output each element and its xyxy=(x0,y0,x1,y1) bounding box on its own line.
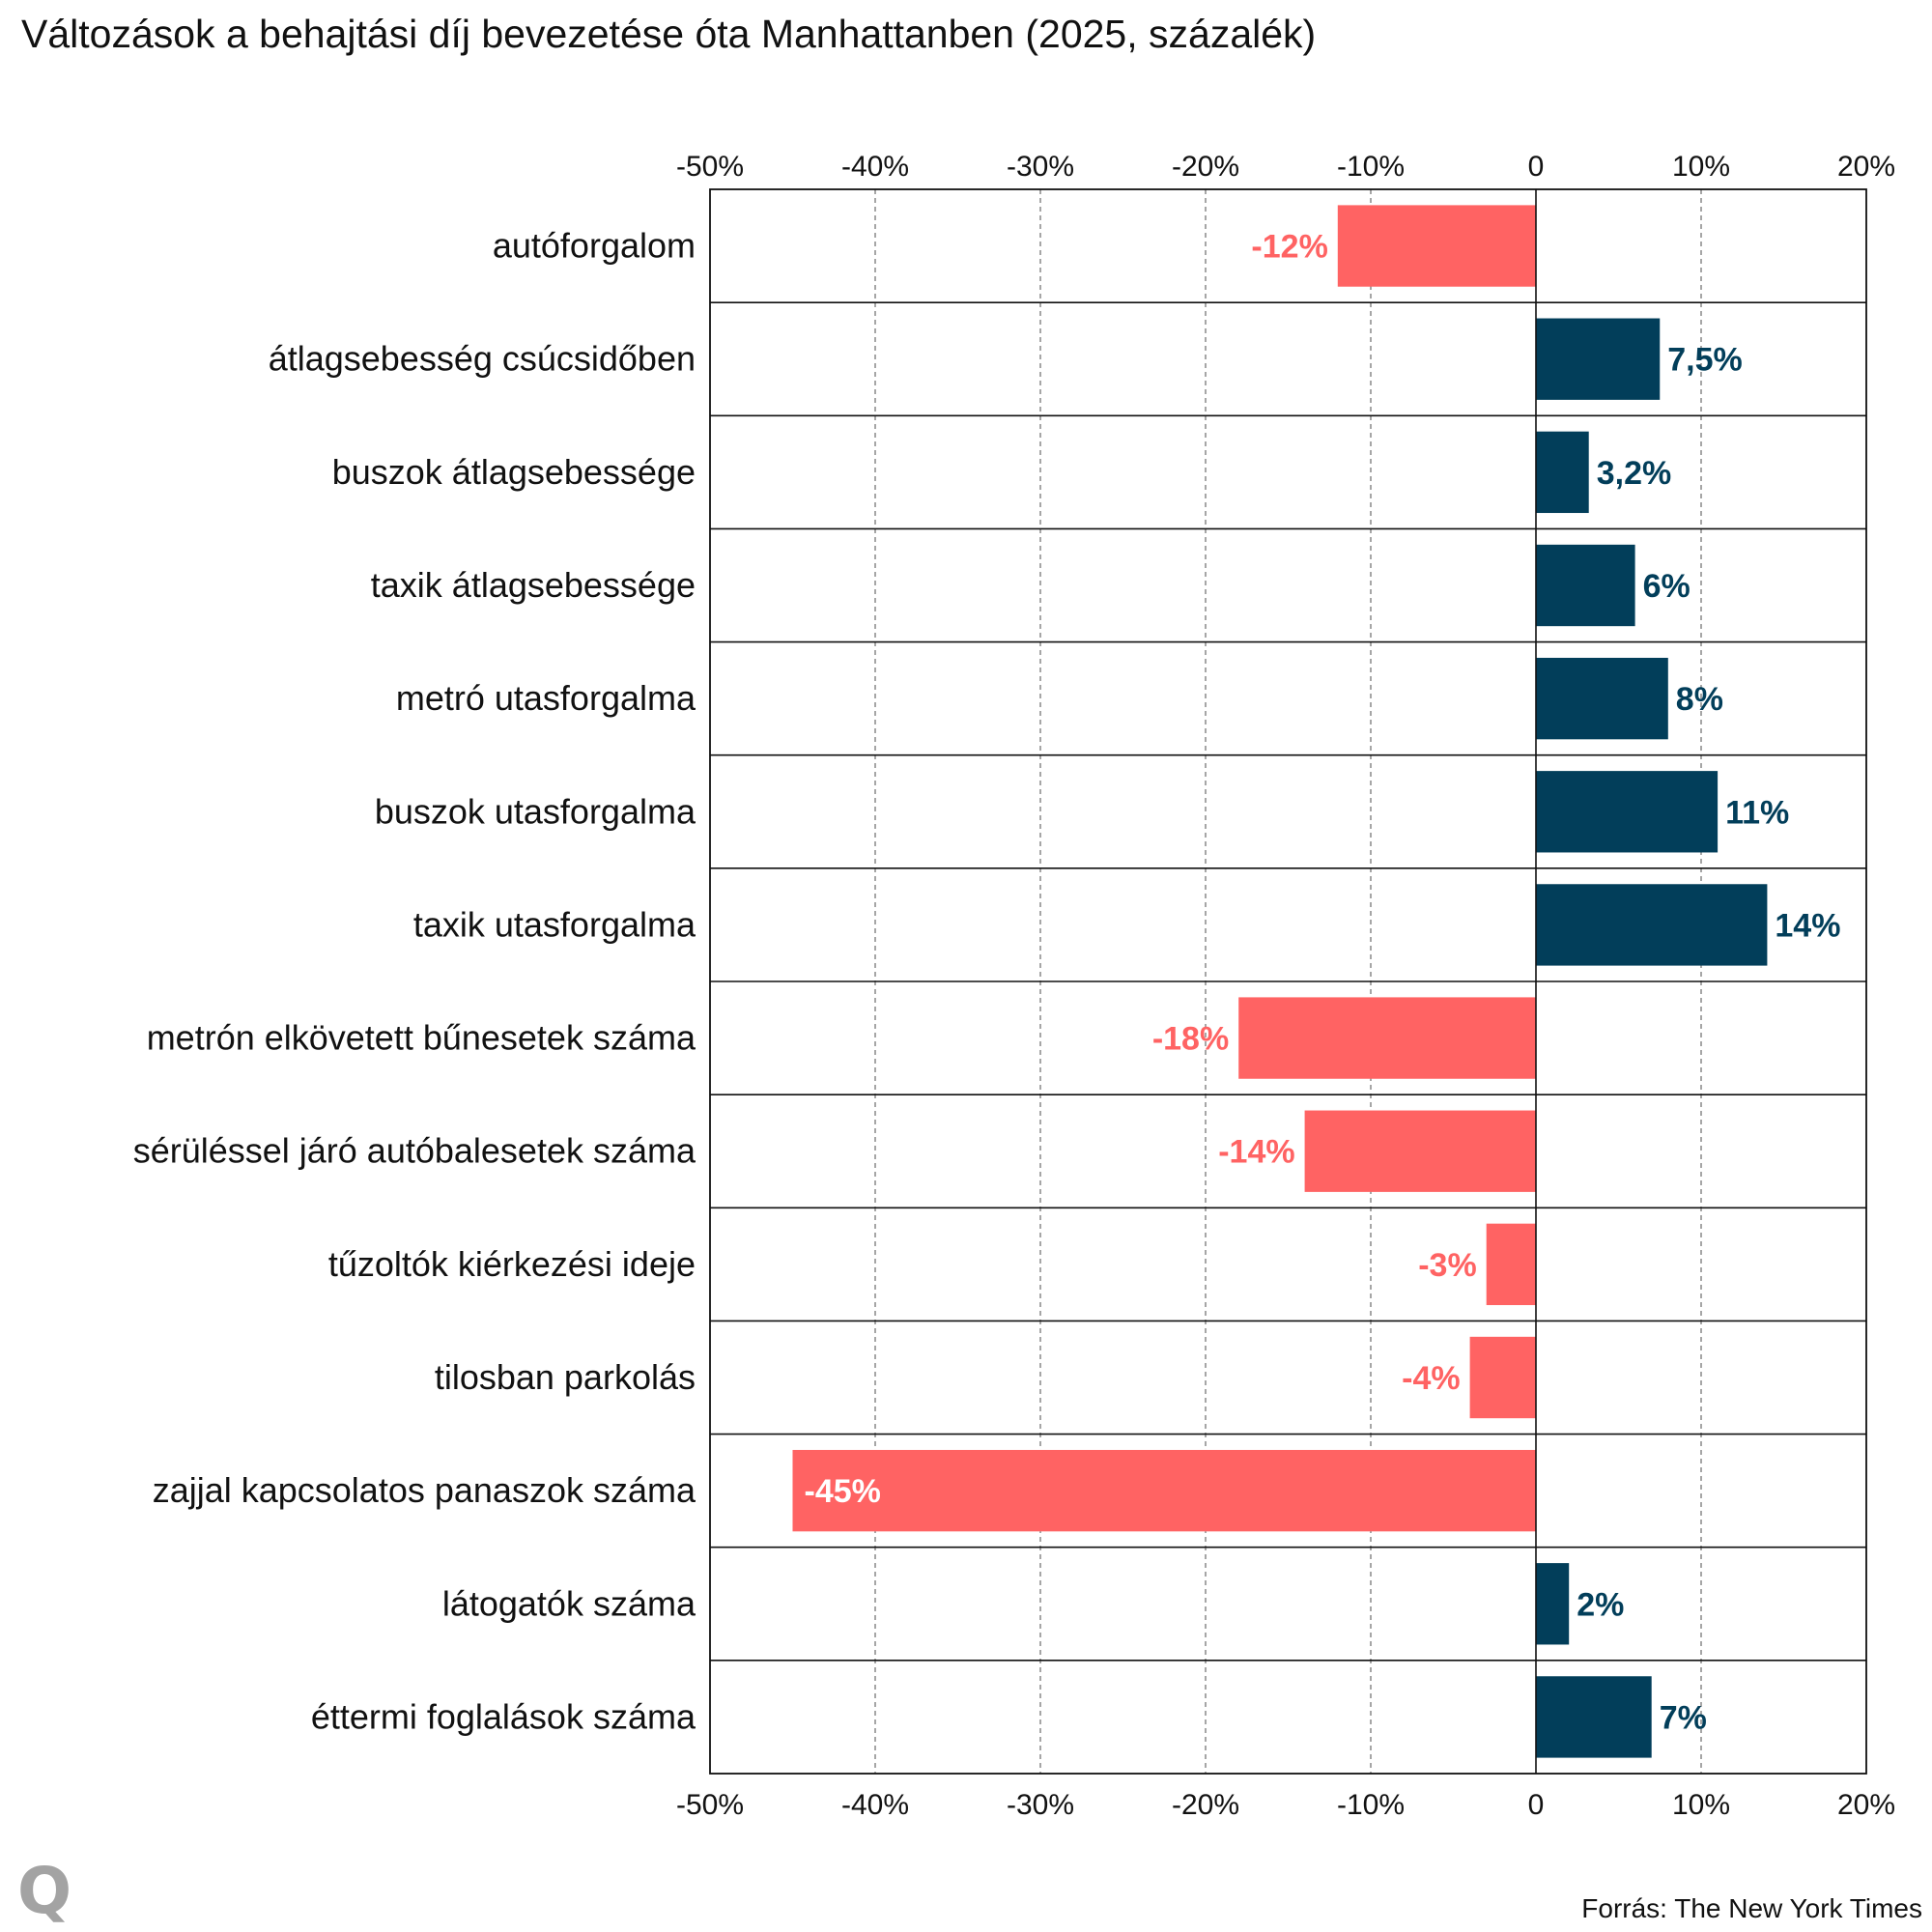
bar xyxy=(1304,1110,1536,1192)
category-label: taxik utasforgalma xyxy=(413,904,696,944)
x-tick-label-bottom: 10% xyxy=(1672,1789,1730,1821)
bar xyxy=(1536,544,1635,627)
x-tick-label-bottom: -40% xyxy=(841,1789,909,1821)
data-label: -3% xyxy=(1418,1247,1476,1284)
category-label: taxik átlagsebessége xyxy=(371,565,696,605)
data-label: 8% xyxy=(1676,681,1723,718)
category-label: tűzoltók kiérkezési ideje xyxy=(328,1244,696,1284)
logo: Q xyxy=(17,1854,72,1928)
x-tick-label-top: -50% xyxy=(676,151,744,183)
data-label: -18% xyxy=(1152,1021,1229,1058)
data-label: 14% xyxy=(1775,907,1840,944)
data-label: 7% xyxy=(1660,1699,1707,1736)
x-tick-label-bottom: 0 xyxy=(1528,1789,1545,1821)
data-label: 3,2% xyxy=(1597,455,1672,492)
category-label: éttermi foglalások száma xyxy=(311,1696,696,1736)
category-label: látogatók száma xyxy=(442,1583,696,1623)
bar xyxy=(1486,1223,1536,1306)
bar xyxy=(1238,997,1536,1079)
category-label: metrón elkövetett bűnesetek száma xyxy=(147,1018,696,1058)
x-tick-label-top: -20% xyxy=(1172,151,1239,183)
data-label: -45% xyxy=(805,1473,881,1510)
x-tick-label-bottom: 20% xyxy=(1837,1789,1895,1821)
x-tick-label-top: 0 xyxy=(1528,151,1545,183)
x-tick-label-top: -30% xyxy=(1007,151,1074,183)
category-label: buszok átlagsebessége xyxy=(332,452,696,492)
bar xyxy=(1337,205,1536,287)
x-tick-label-bottom: -10% xyxy=(1337,1789,1405,1821)
data-label: 6% xyxy=(1643,568,1690,605)
category-label: sérüléssel járó autóbalesetek száma xyxy=(133,1131,696,1171)
bar xyxy=(1536,1676,1652,1758)
bar xyxy=(1536,431,1589,514)
category-label: autóforgalom xyxy=(493,226,696,266)
category-label: átlagsebesség csúcsidőben xyxy=(269,339,696,379)
bar xyxy=(1536,318,1661,400)
data-label: 11% xyxy=(1725,794,1789,831)
chart-title: Változások a behajtási díj bevezetése ót… xyxy=(21,12,1317,56)
category-label: buszok utasforgalma xyxy=(375,791,696,831)
x-tick-label-bottom: -20% xyxy=(1172,1789,1239,1821)
bar xyxy=(792,1449,1536,1532)
x-tick-label-top: 10% xyxy=(1672,151,1730,183)
x-tick-label-bottom: -30% xyxy=(1007,1789,1074,1821)
data-label: -14% xyxy=(1218,1134,1294,1171)
category-label: tilosban parkolás xyxy=(435,1357,696,1397)
x-tick-label-top: -10% xyxy=(1337,151,1405,183)
bar xyxy=(1536,771,1719,853)
data-label: -12% xyxy=(1251,229,1327,266)
plot-frame xyxy=(709,188,1867,1775)
source-note: Forrás: The New York Times xyxy=(1581,1893,1922,1923)
bar xyxy=(1536,884,1768,966)
category-label: metró utasforgalma xyxy=(396,678,696,718)
data-label: -4% xyxy=(1402,1360,1460,1397)
bar xyxy=(1469,1336,1536,1419)
x-tick-label-bottom: -50% xyxy=(676,1789,744,1821)
data-label: 7,5% xyxy=(1667,342,1743,379)
bar xyxy=(1536,657,1668,740)
category-label: zajjal kapcsolatos panaszok száma xyxy=(153,1470,696,1510)
x-tick-label-top: -40% xyxy=(841,151,909,183)
x-tick-label-top: 20% xyxy=(1837,151,1895,183)
data-label: 2% xyxy=(1577,1586,1624,1623)
bar xyxy=(1536,1563,1570,1645)
